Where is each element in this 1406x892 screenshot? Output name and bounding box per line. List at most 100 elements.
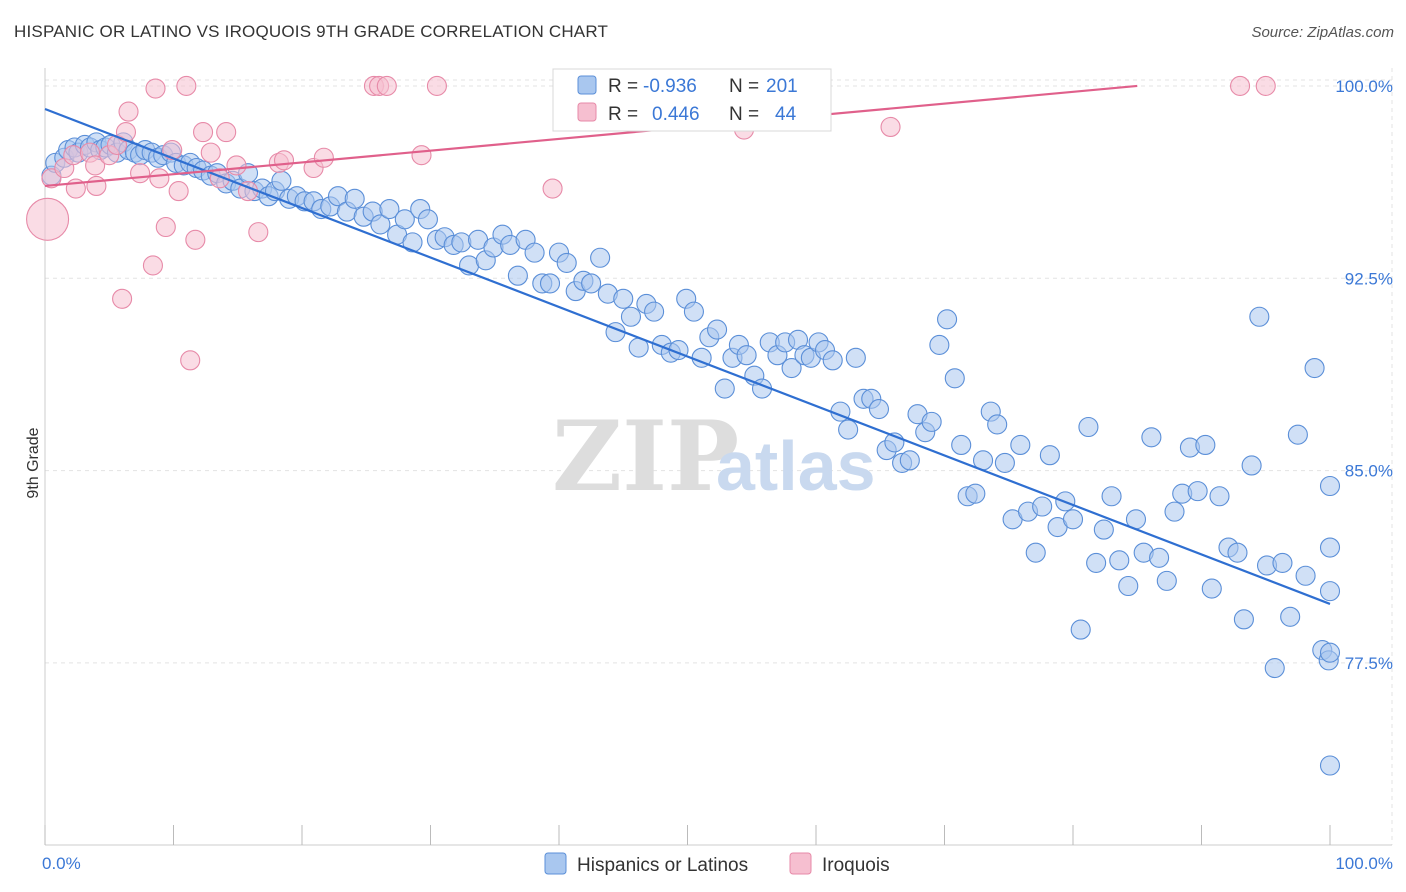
point-hispanics-163 [1249,306,1270,327]
point-hispanics-152 [1164,501,1185,522]
legend-r-value-1: -0.936 [643,76,697,97]
point-iroquois-9 [112,288,133,309]
stats-legend: R = -0.936 N = 201 R = 0.446 N = 44 [552,68,832,132]
point-hispanics-155 [1187,481,1208,502]
x-tick-label-1: 100.0% [1335,854,1393,873]
point-hispanics-130 [994,452,1015,473]
axes [44,68,1392,846]
legend-n-value-1: 201 [766,76,798,97]
point-iroquois-32 [313,147,334,168]
stats-legend-box [552,68,832,132]
legend-n-label-2: N = [729,104,759,125]
point-hispanics-76 [590,247,611,268]
point-hispanics-142 [1086,552,1107,573]
x-tick-label-0: 0.0% [42,854,81,873]
point-hispanics-177 [1319,537,1341,558]
point-hispanics-37 [271,170,292,191]
point-hispanics-174 [1319,642,1341,663]
y-axis-label: 9th Grade [25,427,42,498]
point-hispanics-162 [1241,455,1262,476]
point-iroquois-14 [145,78,166,99]
point-hispanics-122 [937,309,958,330]
point-hispanics-101 [781,357,802,379]
point-hispanics-126 [965,483,986,504]
point-hispanics-173 [1319,755,1341,776]
legend-n-value-2: 44 [775,104,797,125]
point-hispanics-123 [944,368,965,389]
point-hispanics-167 [1280,606,1301,627]
point-hispanics-143 [1093,519,1114,540]
point-iroquois-21 [185,229,206,250]
point-hispanics-109 [838,419,859,440]
point-hispanics-150 [1149,547,1170,568]
watermark-zip: ZIP [552,400,739,513]
legend-n-label-1: N = [729,76,759,97]
y-tick-label-2: 92.5% [1345,269,1393,288]
point-hispanics-66 [507,265,528,286]
y-tick-label-0: 77.5% [1345,654,1393,673]
point-hispanics-91 [707,319,728,340]
point-hispanics-129 [987,414,1008,435]
point-hispanics-134 [1025,542,1046,563]
point-iroquois-42 [1230,75,1251,97]
point-iroquois-11 [118,101,139,122]
watermark-atlas: atlas [716,427,876,505]
point-hispanics-79 [613,288,634,309]
point-hispanics-144 [1101,486,1122,507]
point-hispanics-124 [951,434,972,456]
trend-line-hispanics [44,108,1331,605]
point-hispanics-165 [1264,658,1285,679]
point-iroquois-15 [149,168,170,189]
point-iroquois-44 [26,197,70,241]
point-hispanics-157 [1201,578,1222,599]
point-hispanics-72 [556,252,577,273]
point-hispanics-80 [620,306,642,327]
point-hispanics-139 [1062,509,1084,530]
point-hispanics-169 [1295,565,1316,586]
point-hispanics-161 [1233,609,1254,630]
point-hispanics-175 [1319,581,1341,602]
point-hispanics-50 [379,198,400,220]
point-hispanics-170 [1304,357,1325,379]
point-iroquois-6 [86,175,107,197]
point-iroquois-5 [85,155,106,176]
watermark: ZIP atlas [552,400,876,513]
point-hispanics-107 [822,350,843,371]
point-iroquois-18 [168,181,189,202]
point-hispanics-68 [524,242,545,263]
point-hispanics-135 [1032,496,1053,517]
legend-r-value-2: 0.446 [652,104,700,125]
point-hispanics-158 [1209,486,1230,507]
point-iroquois-13 [142,255,163,276]
point-hispanics-121 [929,334,950,356]
point-hispanics-95 [736,345,757,366]
legend-swatch-blue [577,75,597,95]
legend-r-label-1: R = [608,76,638,97]
bottom-legend-swatch-hispanics [544,852,567,875]
point-hispanics-156 [1195,434,1216,456]
point-hispanics-149 [1141,427,1162,448]
legend-swatch-pink [577,102,597,122]
point-iroquois-19 [176,75,197,97]
point-hispanics-83 [644,301,665,322]
grid-lines [45,68,1393,845]
trend-lines [44,84,1331,605]
point-iroquois-36 [411,145,432,166]
y-tick-label-1: 85.0% [1345,462,1393,481]
point-hispanics-92 [714,378,735,399]
chart-source: Source: ZipAtlas.com [1251,24,1394,41]
point-hispanics-88 [683,301,704,322]
point-hispanics-55 [417,209,438,230]
point-iroquois-25 [216,122,237,143]
point-iroquois-30 [273,150,295,171]
point-hispanics-132 [1010,434,1031,456]
point-hispanics-113 [868,399,890,420]
point-hispanics-151 [1156,570,1177,591]
point-iroquois-16 [155,216,176,238]
point-hispanics-166 [1272,552,1293,573]
point-iroquois-35 [376,75,397,97]
point-iroquois-26 [226,155,247,176]
point-hispanics-49 [370,214,391,235]
point-iroquois-22 [193,122,214,143]
